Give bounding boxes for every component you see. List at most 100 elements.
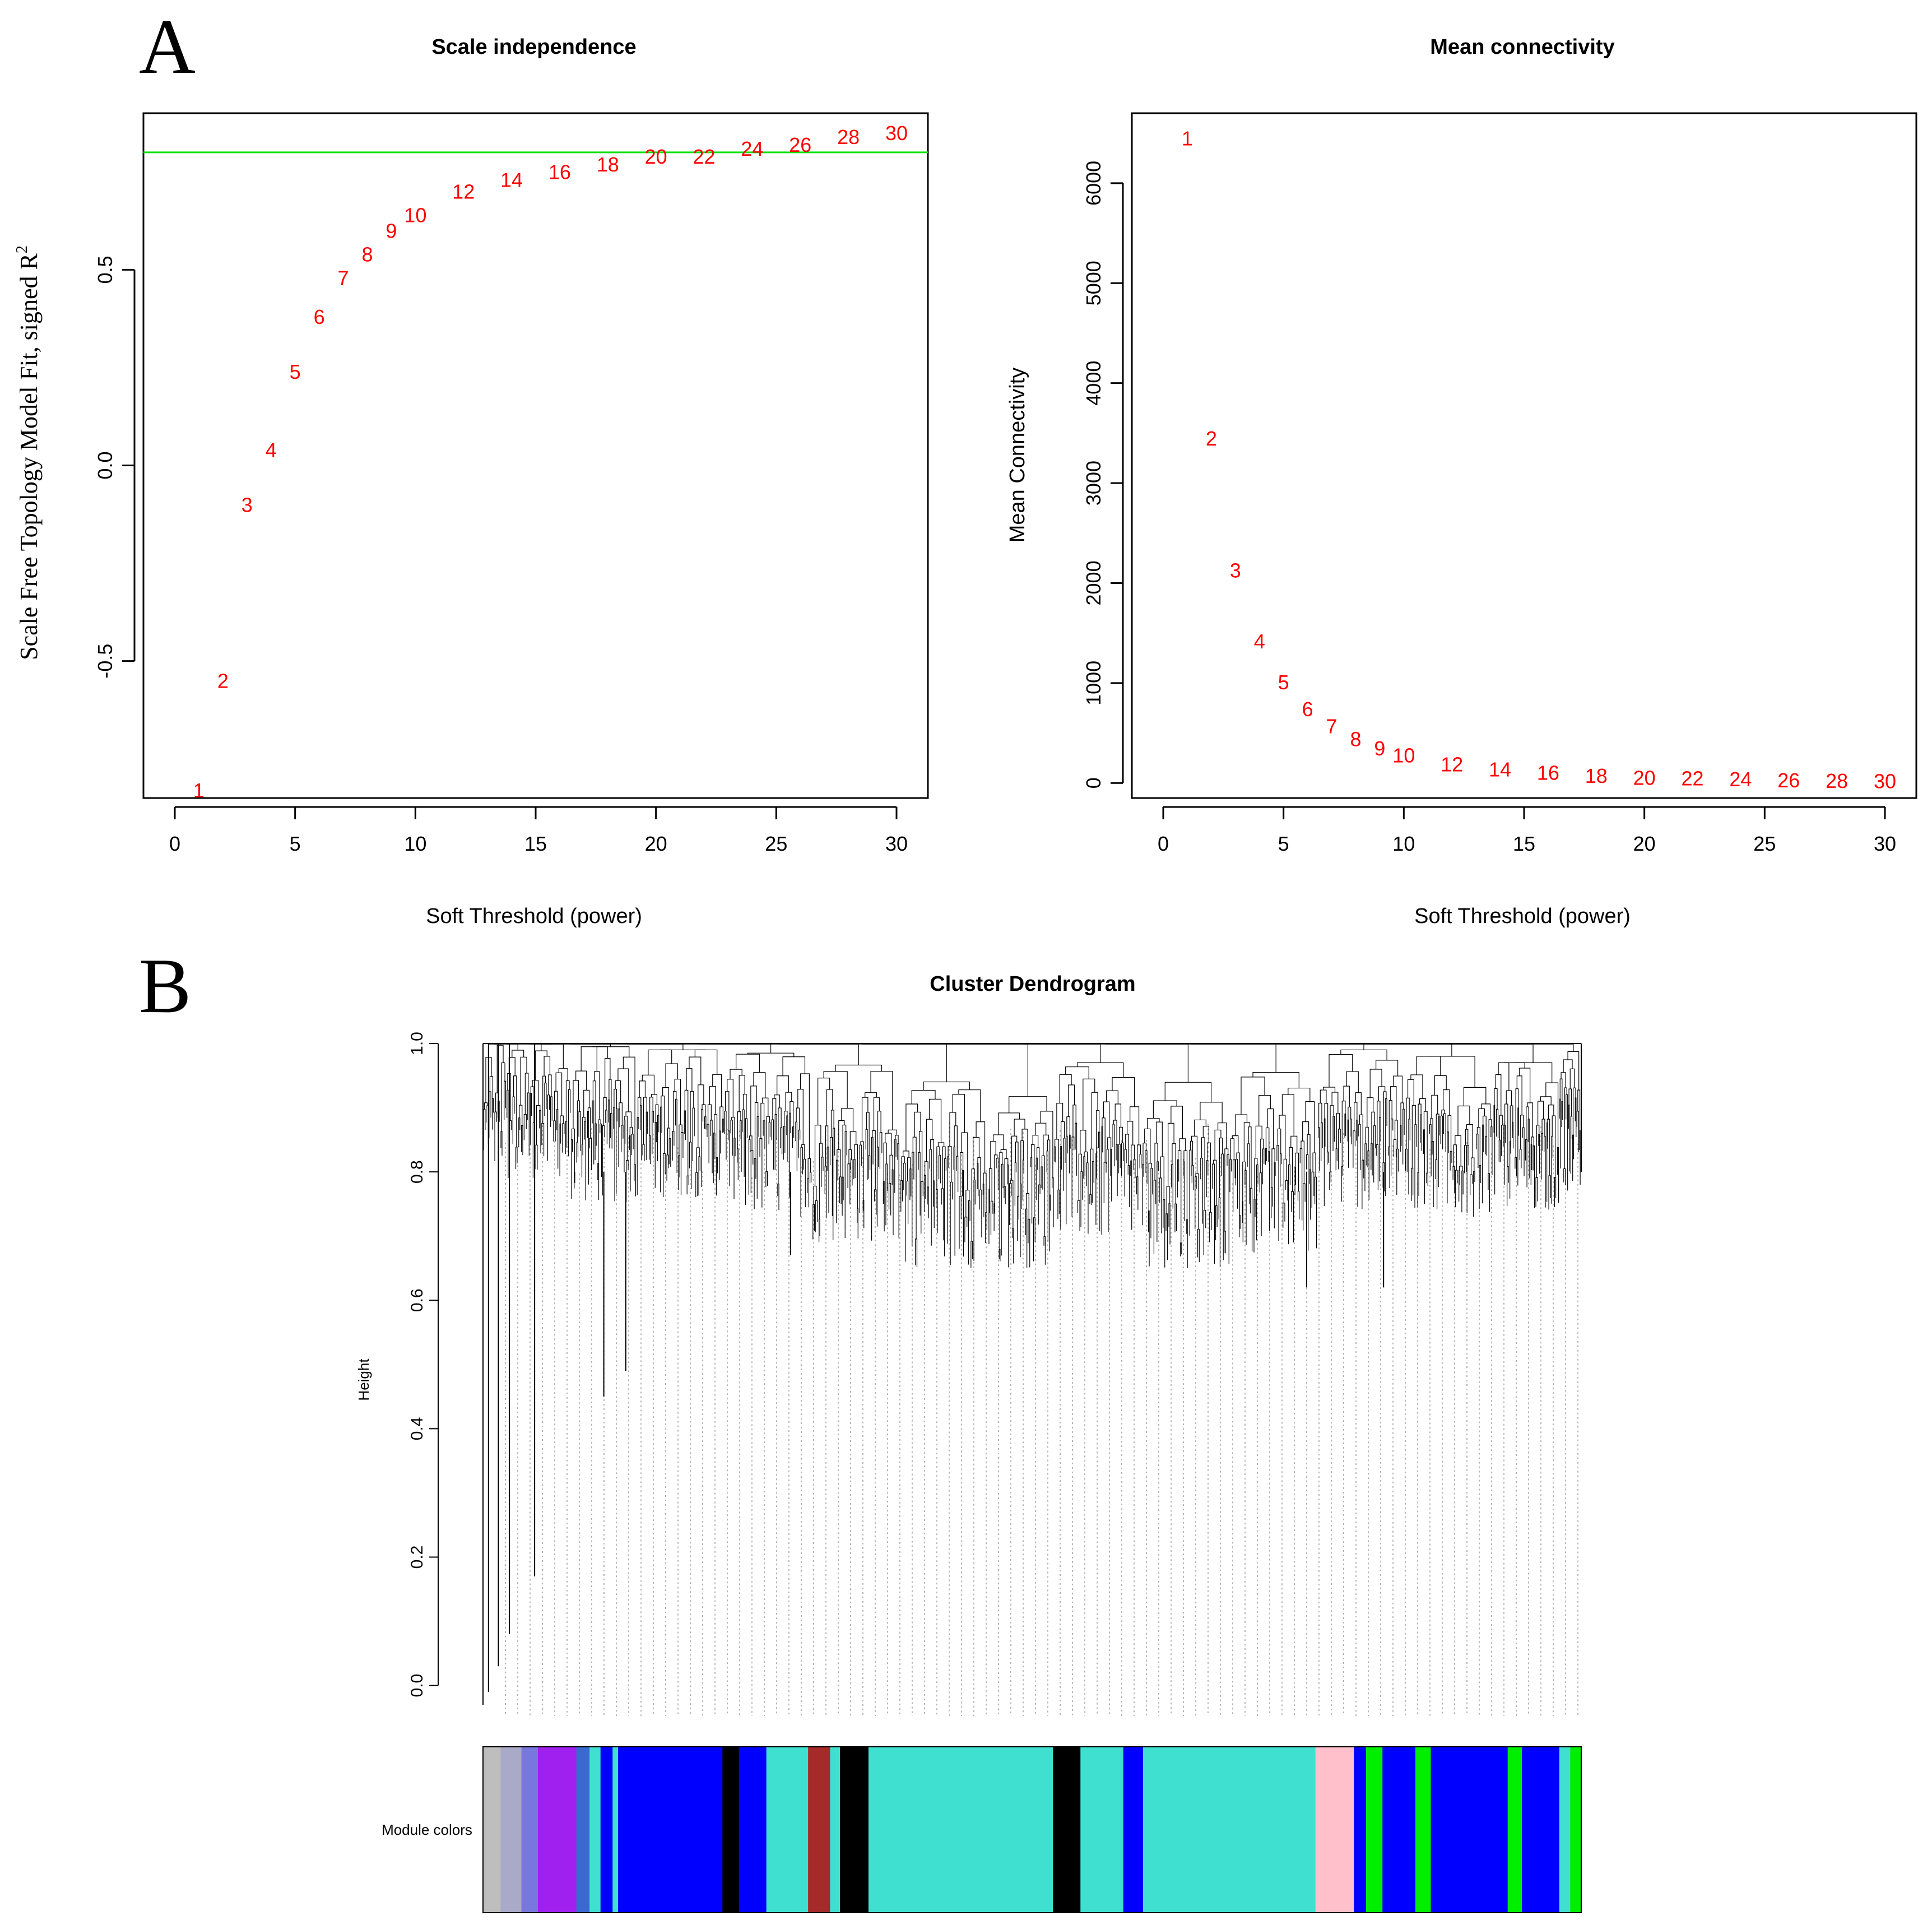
module-color-segment-22 <box>1366 1747 1383 1913</box>
merge-branch <box>961 1132 968 1190</box>
merge-branch <box>1165 1213 1168 1254</box>
merge-branch <box>944 1158 946 1250</box>
x-tick-label: 25 <box>765 832 787 855</box>
merge-branch <box>1359 1114 1363 1161</box>
merge-branch <box>532 1080 539 1106</box>
merge-branch <box>1014 1119 1025 1137</box>
merge-branch <box>1157 1161 1159 1236</box>
merge-branch <box>903 1162 906 1255</box>
merge-branch <box>1011 1135 1018 1181</box>
merge-branch <box>1323 1118 1326 1200</box>
merge-branch <box>1076 1062 1124 1078</box>
merge-branch <box>807 1178 810 1201</box>
y-tick-label: 2000 <box>1082 560 1105 605</box>
module-color-segment-12 <box>808 1747 830 1913</box>
merge-branch <box>489 1076 494 1099</box>
point-label-5: 5 <box>1278 671 1289 694</box>
merge-branch <box>877 1111 881 1147</box>
merge-branch <box>859 1144 862 1207</box>
merge-branch <box>1557 1147 1559 1196</box>
merge-branch <box>598 1119 601 1163</box>
merge-branch <box>1410 1074 1423 1099</box>
merge-branch <box>1299 1148 1303 1214</box>
merge-branch <box>709 1086 716 1115</box>
merge-branch <box>621 1125 624 1145</box>
merge-branch <box>713 1114 718 1158</box>
merge-branch <box>1114 1103 1122 1128</box>
merge-branch <box>999 1152 1003 1250</box>
merge-branch <box>1101 1126 1103 1228</box>
merge-branch <box>1576 1111 1579 1146</box>
merge-branch <box>1023 1043 1188 1083</box>
merge-branch <box>801 1144 805 1159</box>
merge-branch <box>1510 1105 1513 1142</box>
merge-branch <box>918 1131 923 1182</box>
merge-branch <box>700 1109 704 1181</box>
merge-branch <box>1344 1114 1346 1131</box>
merge-branch <box>1091 1092 1098 1149</box>
merge-branch <box>1503 1062 1525 1069</box>
merge-branch <box>821 1157 824 1181</box>
merge-branch <box>698 1043 859 1065</box>
merge-branch <box>750 1086 757 1136</box>
merge-branch <box>605 1057 611 1098</box>
y-tick-label: 0.6 <box>408 1288 426 1312</box>
merge-branch <box>829 1137 833 1210</box>
module-color-segment-13 <box>830 1747 840 1913</box>
merge-branch <box>1466 1145 1469 1207</box>
merge-branch <box>513 1075 517 1147</box>
merge-branch <box>1532 1145 1535 1202</box>
merge-branch <box>826 1147 829 1207</box>
merge-branch <box>605 1110 608 1138</box>
merge-branch <box>1033 1217 1035 1255</box>
merge-branch <box>847 1163 851 1198</box>
merge-branch <box>1041 1155 1045 1237</box>
point-label-5: 5 <box>290 360 301 383</box>
merge-branch <box>853 1159 856 1173</box>
point-label-18: 18 <box>1585 764 1608 787</box>
merge-branch <box>1312 1152 1316 1177</box>
merge-branch <box>818 1078 830 1125</box>
module-color-segment-18 <box>1123 1747 1144 1913</box>
merge-branch <box>1493 1105 1496 1188</box>
merge-branch <box>1309 1168 1311 1213</box>
module-color-segment-23 <box>1382 1747 1416 1913</box>
merge-branch <box>625 1111 632 1128</box>
merge-branch <box>624 1119 626 1166</box>
module-color-segment-15 <box>868 1747 1053 1913</box>
merge-branch <box>870 1071 893 1130</box>
merge-branch <box>1190 1140 1193 1166</box>
merge-branch <box>1193 1119 1206 1137</box>
merge-branch <box>927 1186 929 1212</box>
merge-branch <box>1203 1209 1206 1249</box>
merge-branch <box>645 1111 648 1154</box>
merge-branch <box>584 1121 586 1194</box>
merge-branch <box>782 1056 806 1076</box>
module-color-segment-19 <box>1143 1747 1316 1913</box>
merge-branch <box>1450 1151 1452 1165</box>
merge-branch <box>623 1056 635 1165</box>
x-tick-label: 20 <box>645 832 667 855</box>
merge-branch <box>1337 1129 1341 1163</box>
merge-branch <box>1506 1090 1512 1106</box>
merge-branch <box>1391 1119 1394 1170</box>
merge-branch <box>1490 1126 1493 1169</box>
merge-branch <box>1443 1089 1450 1116</box>
merge-branch <box>1009 1096 1047 1113</box>
merge-branch <box>1083 1156 1085 1172</box>
merge-branch <box>1336 1112 1340 1149</box>
merge-branch <box>1041 1166 1043 1184</box>
merge-branch <box>1030 1157 1033 1217</box>
merge-branch <box>1183 1161 1185 1215</box>
point-label-9: 9 <box>1374 737 1385 760</box>
point-label-20: 20 <box>645 145 667 168</box>
merge-branch <box>1103 1162 1107 1197</box>
merge-branch <box>848 1149 852 1164</box>
merge-branch <box>1548 1105 1554 1120</box>
merge-branch <box>1447 1115 1452 1152</box>
merge-branch <box>1281 1094 1294 1137</box>
merge-branch <box>1083 1078 1095 1130</box>
merge-branch <box>842 1124 847 1177</box>
merge-branch <box>1139 1154 1142 1162</box>
merge-branch <box>1307 1134 1311 1170</box>
